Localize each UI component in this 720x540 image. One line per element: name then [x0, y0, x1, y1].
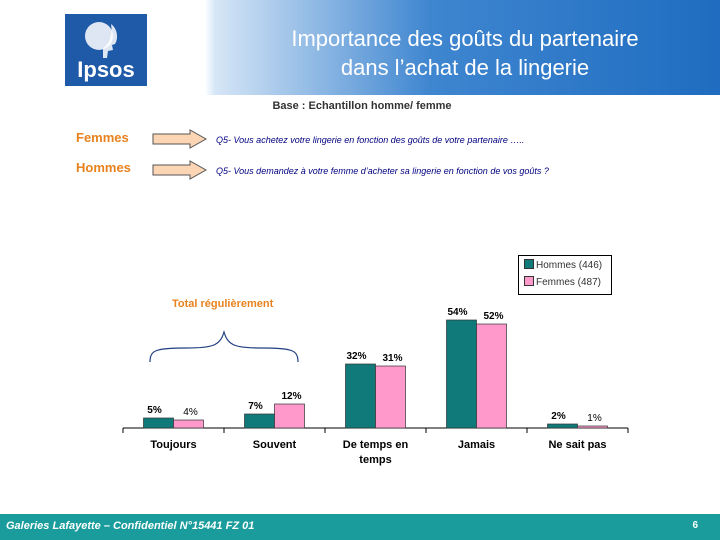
header-divider — [0, 95, 720, 96]
bar-femmes-2 — [375, 365, 406, 429]
question-hommes: Q5- Vous demandez à votre femme d’achete… — [216, 166, 549, 176]
header-banner: Ipsos Importance des goûts du partenaire… — [0, 0, 720, 95]
x-tick-label: Souvent — [253, 439, 297, 451]
page-title: Importance des goûts du partenaire dans … — [235, 24, 695, 82]
title-line-2: dans l’achat de la lingerie — [340, 55, 590, 80]
x-tick-label: Toujours — [150, 439, 196, 451]
data-label-hommes-3: 54% — [447, 307, 467, 318]
x-tick-label: temps — [359, 454, 391, 466]
page-number: 6 — [692, 520, 698, 531]
x-tick-label: Ne sait pas — [548, 439, 606, 451]
respondent-label-femmes: Femmes — [76, 130, 129, 145]
legend-swatch-hommes — [524, 259, 534, 270]
arrow-right-icon — [152, 160, 208, 180]
bar-femmes-1 — [274, 403, 305, 429]
legend-item-femmes: Femmes (487) — [524, 276, 601, 290]
legend-item-hommes: Hommes (446) — [524, 259, 602, 273]
bar-hommes-0 — [143, 417, 174, 429]
footer-confidential: Galeries Lafayette – Confidentiel N°1544… — [6, 520, 255, 532]
curly-brace-icon — [149, 329, 299, 363]
base-note: Base : Echantillon homme/ femme — [272, 100, 452, 112]
bar-femmes-4 — [577, 425, 608, 429]
logo-text: Ipsos — [77, 57, 135, 82]
total-regulierement-label: Total régulièrement — [172, 298, 274, 310]
data-label-hommes-1: 7% — [248, 401, 263, 412]
ipsos-logo: Ipsos — [65, 14, 147, 86]
legend-label-femmes: Femmes (487) — [536, 277, 602, 288]
head-silhouette-icon — [85, 22, 118, 58]
bar-hommes-1 — [244, 413, 275, 429]
data-label-hommes-2: 32% — [346, 351, 366, 362]
data-label-hommes-4: 2% — [551, 411, 566, 422]
bar-hommes-4 — [547, 423, 578, 429]
bar-femmes-3 — [476, 323, 507, 429]
data-label-femmes-3: 52% — [483, 311, 503, 322]
x-tick-label: De temps en — [343, 439, 409, 451]
bar-femmes-0 — [173, 419, 204, 429]
bar-hommes-3 — [446, 319, 477, 429]
bar-hommes-2 — [345, 363, 376, 429]
data-label-femmes-0: 4% — [183, 407, 198, 418]
chart-legend: Hommes (446) Femmes (487) — [518, 255, 612, 295]
data-label-femmes-4: 1% — [587, 413, 602, 424]
respondent-label-hommes: Hommes — [76, 160, 131, 175]
data-label-femmes-1: 12% — [281, 391, 301, 402]
footer-bar: Galeries Lafayette – Confidentiel N°1544… — [0, 514, 720, 540]
data-label-hommes-0: 5% — [147, 405, 162, 416]
title-line-1: Importance des goûts du partenaire — [291, 26, 639, 51]
legend-swatch-femmes — [524, 276, 534, 287]
arrow-right-icon — [152, 129, 208, 149]
x-tick-label: Jamais — [458, 439, 495, 451]
data-label-femmes-2: 31% — [382, 353, 402, 364]
question-femmes: Q5- Vous achetez votre lingerie en fonct… — [216, 135, 525, 145]
legend-label-hommes: Hommes (446) — [536, 260, 603, 271]
